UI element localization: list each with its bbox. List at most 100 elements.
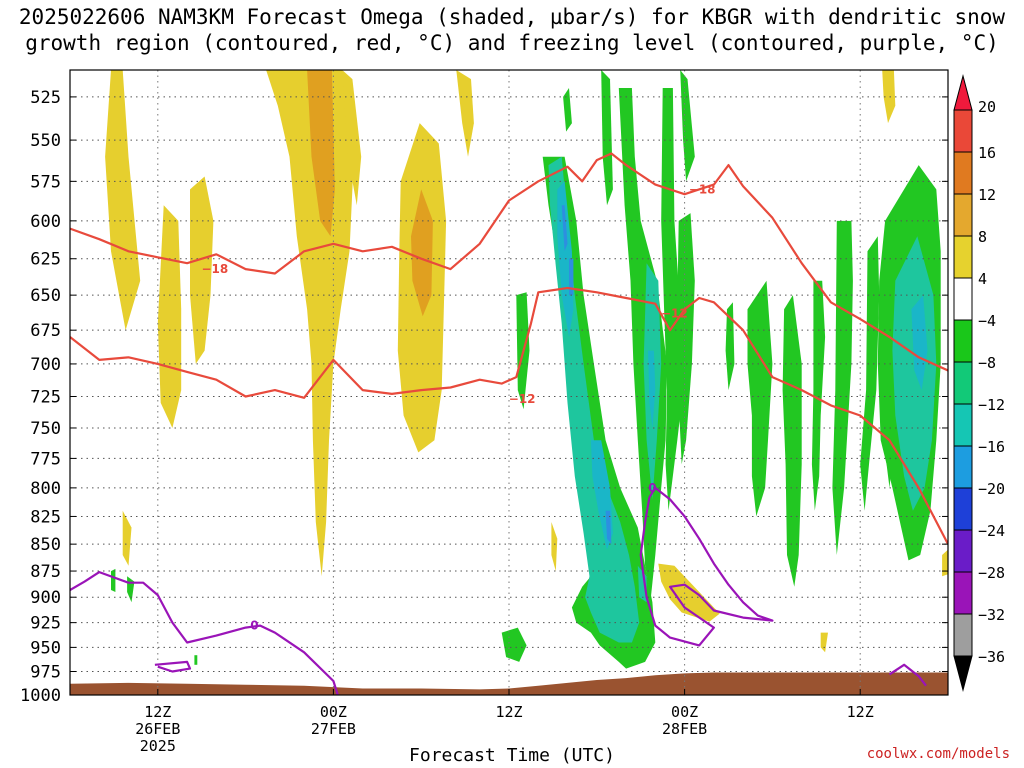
omega-region-7 [411,189,433,317]
colorbar-label: 20 [978,98,996,116]
omega-region-16 [601,70,613,206]
contour-label: 0 [648,481,656,495]
x-tick-label: 27FEB [311,720,356,738]
colorbar-label: −32 [978,606,1005,624]
y-tick-label: 575 [30,172,61,192]
contour-line--18 [70,152,948,372]
omega-region-8 [456,70,474,157]
colorbar-label: 4 [978,270,987,288]
colorbar-bottom-arrow [953,655,973,692]
x-tick-label: 2025 [140,737,176,755]
colorbar-box [953,319,973,363]
omega-region-27 [832,220,853,555]
omega-region-0 [105,70,141,331]
colorbar-label: 16 [978,144,996,162]
omega-region-44 [605,510,612,545]
contour-line--12 [70,286,948,545]
colorbar-label: −28 [978,564,1005,582]
omega-shading [105,70,948,669]
contour-label: −12 [509,392,536,406]
omega-region-10 [122,510,132,566]
credit-text: coolwx.com/models [866,746,1010,762]
omega-region-23 [725,302,735,391]
y-tick-label: 700 [30,355,61,375]
colorbar-label: 8 [978,228,987,246]
y-tick-label: 750 [30,419,61,439]
colorbar-label: −4 [978,312,996,330]
omega-region-18 [618,88,667,598]
colorbar-box [953,109,973,153]
y-tick-label: 675 [30,321,61,341]
omega-region-33 [111,568,116,592]
omega-region-12 [658,563,720,622]
omega-region-42 [911,295,928,391]
x-axis-title: Forecast Time (UTC) [409,745,615,766]
chart-title-line1: 2025022606 NAM3KM Forecast Omega (shaded… [18,5,1006,29]
colorbar-label: −20 [978,480,1005,498]
omega-region-2 [190,176,214,364]
x-tick-label: 00Z [671,703,698,721]
y-tick-label: 975 [30,662,61,682]
colorbar-label: −8 [978,354,996,372]
y-axis: 525 550 575 600 625 650 675 700 725 750 775 800 825 8… [20,88,948,706]
colorbar-label: 12 [978,186,996,204]
omega-region-32 [127,576,135,603]
contours: −18 −18 −12 −12 0 0 [70,152,948,695]
x-tick-label: 12Z [144,703,171,721]
y-tick-label: 825 [30,507,61,527]
colorbar-box [953,571,973,615]
colorbar-label: −36 [978,648,1005,666]
y-tick-label: 950 [30,638,61,658]
y-tick-label: 525 [30,88,61,108]
contour-label: −12 [661,307,688,321]
omega-region-28 [860,236,880,511]
contour-label: −18 [689,182,716,196]
x-tick-label: 12Z [495,703,522,721]
omega-region-9 [882,70,896,124]
omega-region-4 [307,70,335,237]
omega-region-5 [342,70,362,206]
omega-region-41 [648,350,656,428]
y-tick-label: 775 [30,449,61,469]
omega-region-24 [747,280,773,517]
x-tick-label: 28FEB [662,720,707,738]
omega-region-25 [782,295,802,587]
colorbar-box [953,403,973,447]
y-tick-label: 625 [30,250,61,270]
contour-line-0 [70,571,339,695]
omega-region-1 [157,205,182,428]
x-tick-label: 00Z [320,703,347,721]
omega-region-13 [820,632,828,653]
contour-line-0 [639,486,774,647]
y-tick-label: 850 [30,535,61,555]
colorbar-top-arrow [953,74,973,111]
omega-region-45 [569,258,574,296]
colorbar-label: −16 [978,438,1005,456]
colorbar-box [953,277,973,321]
y-tick-label: 1000 [20,686,61,706]
contour-line-0 [154,660,192,673]
chart-title-line2: growth region (contoured, red, °C) and f… [25,31,999,55]
y-tick-label: 900 [30,588,61,608]
omega-region-19 [661,88,684,511]
colorbar-box [953,361,973,405]
omega-region-3 [266,70,354,577]
contour-label: −18 [201,262,228,276]
terrain-fill [70,672,948,695]
omega-region-26 [811,280,826,511]
omega-region-17 [563,88,572,132]
y-tick-label: 600 [30,212,61,232]
y-tick-label: 725 [30,388,61,408]
colorbar-box [953,151,973,195]
terrain-mask [70,672,948,695]
omega-region-37 [892,236,937,511]
contour-label: 0 [250,619,258,633]
omega-region-43 [561,205,568,252]
y-tick-label: 550 [30,131,61,151]
contour-line-0 [888,663,927,687]
omega-region-31 [501,627,527,662]
y-tick-label: 925 [30,614,61,634]
